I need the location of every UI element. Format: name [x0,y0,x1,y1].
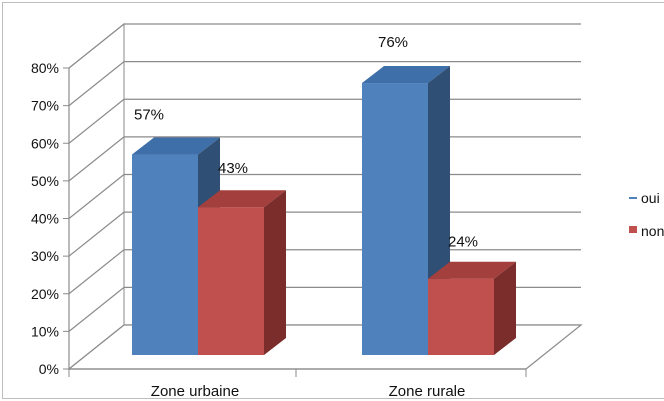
bar-top-non-2 [428,261,516,279]
data-label-non-2: 24% [448,234,478,251]
y-tick-label: 20% [31,286,59,302]
legend-marker-non [629,226,637,233]
x-category-label: Zone rurale [389,383,466,400]
bar-side-non-1 [264,190,286,355]
bar-front-non-2 [428,278,494,355]
y-tick-label: 10% [31,323,59,339]
bar-front-oui-1 [132,154,198,355]
data-label-oui-2: 76% [378,34,408,51]
y-tick-label: 60% [31,135,59,151]
y-tick-label: 80% [31,60,59,76]
grid-line [68,23,581,69]
data-label-oui-1: 57% [134,107,164,124]
grid-line [68,61,581,107]
bar-front-non-1 [198,207,264,355]
x-category-label: Zone urbaine [151,383,239,400]
bar-top-oui-1 [132,137,220,155]
y-tick-label: 40% [31,211,59,227]
y-tick-label: 30% [31,248,59,264]
bar-front-oui-2 [362,83,428,356]
bar-side-non-2 [494,261,516,355]
y-tick-label: 50% [31,173,59,189]
legend-label-non: non [641,223,664,239]
legend-label-oui: oui [641,190,660,206]
y-tick-label: 0% [39,361,59,377]
data-label-non-1: 43% [218,160,248,177]
bar-top-oui-2 [362,66,450,84]
y-tick-label: 70% [31,98,59,114]
bar-top-non-1 [198,190,286,208]
